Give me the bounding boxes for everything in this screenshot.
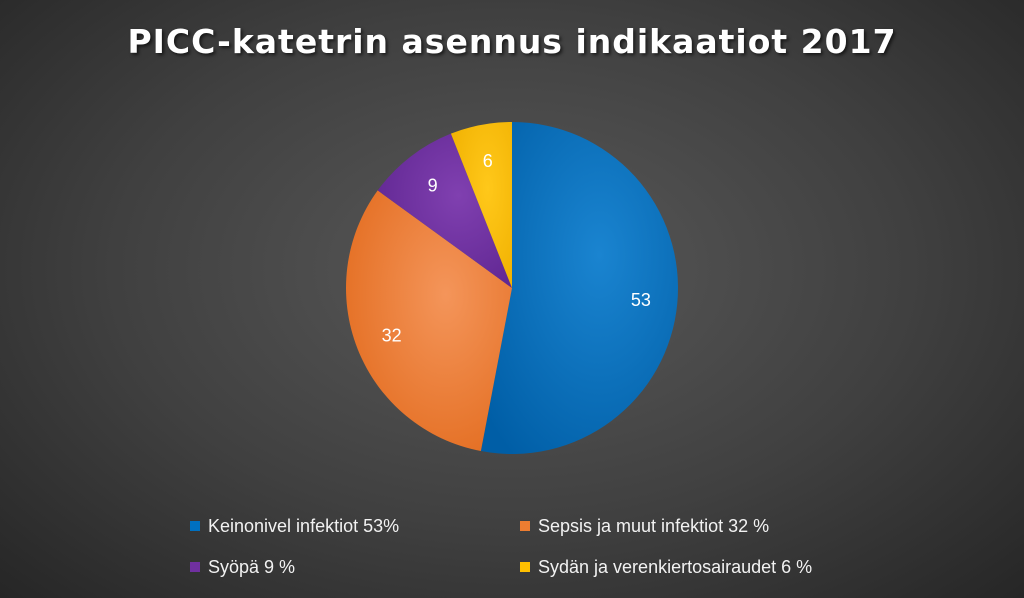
legend-item-syopa: Syöpä 9 %: [190, 555, 295, 579]
legend-swatch: [520, 521, 530, 531]
legend-label: Keinonivel infektiot 53%: [208, 515, 400, 536]
legend-swatch: [190, 521, 200, 531]
data-label-syopa: 9: [428, 176, 438, 196]
pie-slice-sydan: [450, 122, 512, 288]
legend-item-sepsis: Sepsis ja muut infektiot 32 %: [520, 514, 769, 538]
pie-slice-sepsis: [345, 190, 512, 452]
legend-label: Syöpä 9 %: [208, 556, 296, 577]
data-label-sepsis: 32: [382, 326, 402, 346]
legend-swatch: [520, 562, 530, 572]
pie-slice-keinonivel: [480, 122, 678, 454]
legend-item-keinonivel: Keinonivel infektiot 53%: [190, 514, 399, 538]
data-label-sydan: 6: [483, 151, 493, 171]
legend-label: Sydän ja verenkiertosairaudet 6 %: [538, 556, 813, 577]
legend-label: Sepsis ja muut infektiot 32 %: [538, 515, 770, 536]
data-label-keinonivel: 53: [631, 290, 651, 310]
legend-swatch: [190, 562, 200, 572]
legend-item-sydan: Sydän ja verenkiertosairaudet 6 %: [520, 555, 812, 579]
pie-slice-syopa: [377, 133, 512, 288]
chart-title: PICC-katetrin asennus indikaatiot 2017: [127, 22, 897, 61]
